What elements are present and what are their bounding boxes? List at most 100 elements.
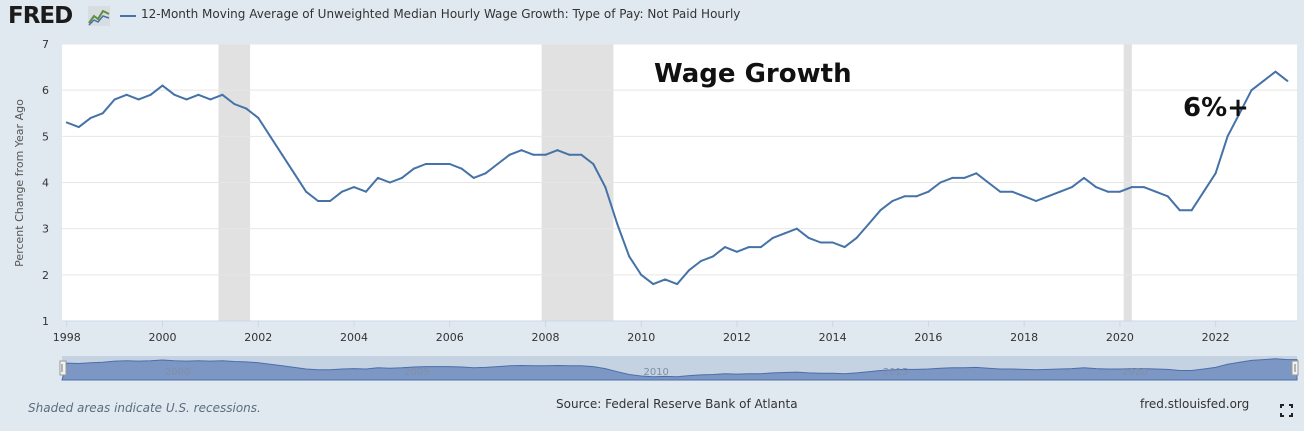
data-point <box>1059 190 1062 193</box>
data-point <box>317 199 320 202</box>
data-point <box>77 126 80 129</box>
data-point <box>1214 172 1217 175</box>
data-point <box>161 84 164 87</box>
data-point <box>352 186 355 189</box>
data-point <box>987 181 990 184</box>
data-point <box>293 172 296 175</box>
navigator-label: 2015 <box>883 367 908 378</box>
data-point <box>712 255 715 258</box>
data-point <box>305 190 308 193</box>
data-point <box>388 181 391 184</box>
data-point <box>616 223 619 226</box>
data-point <box>1238 112 1241 115</box>
data-point <box>688 269 691 272</box>
data-point <box>472 176 475 179</box>
data-point <box>113 98 116 101</box>
data-point <box>915 195 918 198</box>
y-tick-label: 4 <box>42 177 49 190</box>
data-point <box>1071 186 1074 189</box>
x-tick-label: 2012 <box>723 331 751 344</box>
data-point <box>843 246 846 249</box>
data-point <box>520 149 523 152</box>
data-point <box>1142 186 1145 189</box>
data-point <box>1118 190 1121 193</box>
fred-url-link[interactable]: fred.stlouisfed.org <box>1140 397 1250 411</box>
data-point <box>939 181 942 184</box>
data-point <box>89 116 92 119</box>
data-point <box>795 227 798 230</box>
data-point <box>1047 195 1050 198</box>
x-tick-label: 2000 <box>149 331 177 344</box>
y-tick-label: 2 <box>42 269 49 282</box>
navigator-label: 2000 <box>165 367 190 378</box>
data-point <box>1262 79 1265 82</box>
data-point <box>484 172 487 175</box>
data-point <box>975 172 978 175</box>
x-tick-label: 1998 <box>53 331 81 344</box>
data-point <box>400 176 403 179</box>
data-point <box>580 153 583 156</box>
data-point <box>532 153 535 156</box>
data-point <box>999 190 1002 193</box>
x-tick-label: 2004 <box>340 331 368 344</box>
series-layer <box>65 70 1289 286</box>
data-point <box>281 153 284 156</box>
data-point <box>1286 79 1289 82</box>
navigator-left-handle[interactable] <box>59 360 67 376</box>
data-point <box>1166 195 1169 198</box>
data-point <box>664 278 667 281</box>
data-point <box>412 167 415 170</box>
data-point <box>867 223 870 226</box>
data-point <box>628 255 631 258</box>
data-point <box>735 250 738 253</box>
x-tick-label: 2018 <box>1010 331 1038 344</box>
data-point <box>185 98 188 101</box>
x-tick-label: 2020 <box>1106 331 1134 344</box>
x-tick-label: 2002 <box>244 331 272 344</box>
data-point <box>652 283 655 286</box>
data-point <box>1011 190 1014 193</box>
data-point <box>269 135 272 138</box>
data-point <box>149 93 152 96</box>
data-point <box>1202 190 1205 193</box>
navigator-label: 2005 <box>404 367 429 378</box>
y-tick-label: 3 <box>42 223 49 236</box>
source-text: Source: Federal Reserve Bank of Atlanta <box>556 397 798 411</box>
x-tick-label: 2022 <box>1202 331 1230 344</box>
y-tick-label: 6 <box>42 84 49 97</box>
y-axis-ticks: 1 2 3 4 5 6 7 <box>42 38 49 328</box>
x-tick-label: 2014 <box>819 331 847 344</box>
data-point <box>891 199 894 202</box>
data-point <box>676 283 679 286</box>
data-point <box>364 190 367 193</box>
data-point <box>460 167 463 170</box>
data-point <box>879 209 882 212</box>
x-tick-label: 2008 <box>531 331 559 344</box>
data-point <box>1023 195 1026 198</box>
data-point <box>329 199 332 202</box>
data-point <box>233 103 236 106</box>
data-point <box>221 93 224 96</box>
data-point <box>759 246 762 249</box>
data-point <box>640 273 643 276</box>
data-point <box>963 176 966 179</box>
data-point <box>197 93 200 96</box>
y-tick-label: 5 <box>42 130 49 143</box>
fred-logo[interactable]: FRED <box>8 3 73 29</box>
y-axis-label: Percent Change from Year Ago <box>13 99 26 267</box>
chart-header: FRED 12-Month Moving Average of Unweight… <box>0 0 1304 34</box>
navigator-labels: 2000 2005 2010 2015 2020 <box>165 367 1148 378</box>
data-point <box>831 241 834 244</box>
x-tick-label: 2010 <box>627 331 655 344</box>
data-point <box>927 190 930 193</box>
data-point <box>723 246 726 249</box>
data-point <box>137 98 140 101</box>
fullscreen-icon[interactable] <box>1280 404 1293 417</box>
data-point <box>1082 176 1085 179</box>
data-point <box>376 176 379 179</box>
legend-label[interactable]: 12-Month Moving Average of Unweighted Me… <box>141 7 741 21</box>
data-point <box>257 116 260 119</box>
data-point <box>508 153 511 156</box>
y-tick-label: 1 <box>42 315 49 328</box>
